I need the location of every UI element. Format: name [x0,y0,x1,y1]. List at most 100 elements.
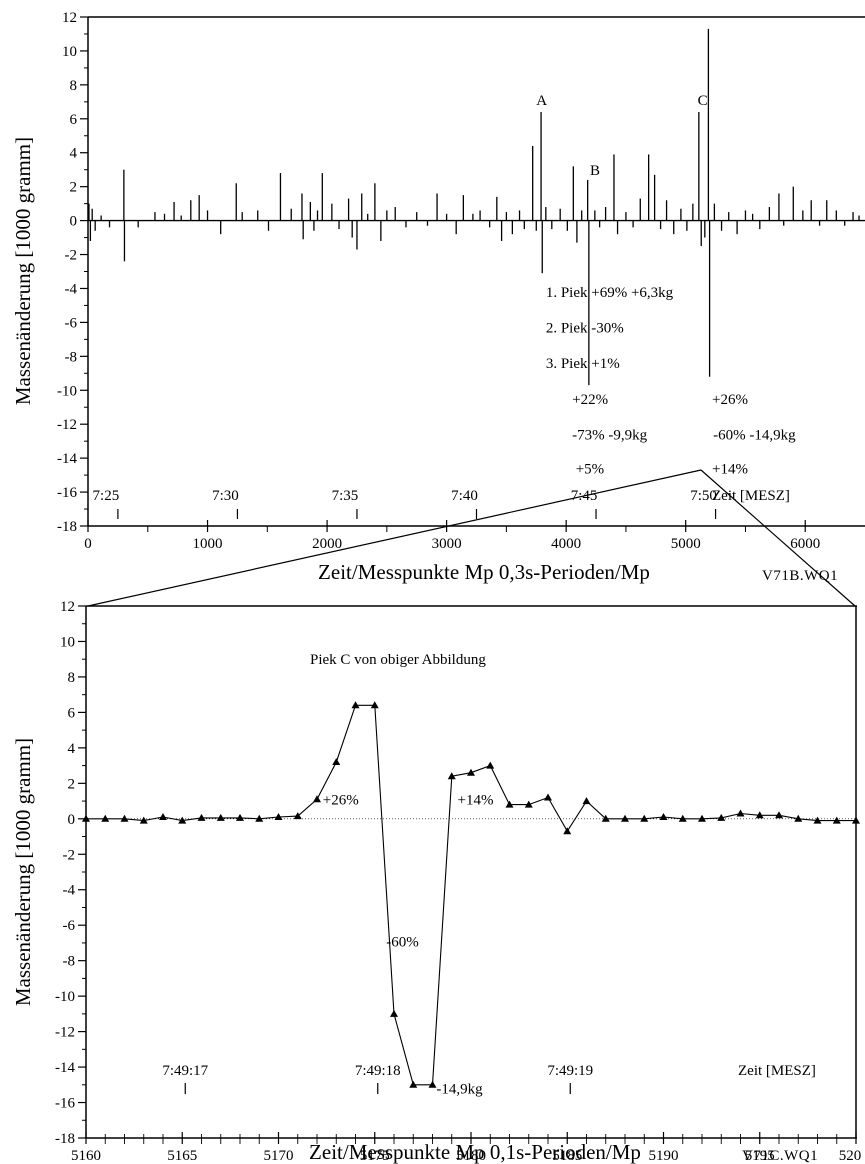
bottom-data-point [794,814,803,822]
top-annotation: 1. Piek +69% +6,3kg [546,285,674,301]
top-annotation: 2. Piek -30% [546,321,624,337]
bottom-series-line [86,704,856,1086]
bottom-x-tick-label: 5170 [264,1148,294,1164]
top-y-tick-label: -16 [57,485,77,501]
zoom-line-left [87,469,702,607]
top-annotation: A [536,93,547,109]
bottom-data-point [544,793,552,801]
top-y-tick-label: -12 [57,417,77,433]
top-y-axis-label: Massenänderung [1000 gramm] [11,137,35,405]
bottom-data-point [216,813,225,821]
bottom-data-point [197,813,206,821]
bottom-y-tick-label: 4 [68,741,76,757]
top-annotation: -73% -9,9kg [572,427,647,443]
bottom-data-point [101,814,110,822]
bottom-data-point [313,795,321,803]
bottom-y-tick-label: -4 [63,883,76,899]
bottom-time-label: 7:49:17 [162,1063,208,1079]
bottom-y-tick-label: -18 [55,1131,75,1147]
bottom-data-point [755,811,764,819]
top-x-tick-label: 2000 [312,536,342,552]
top-y-tick-label: -8 [65,349,78,365]
top-x-tick-label: 4000 [551,536,581,552]
bottom-data-point [698,814,706,822]
bottom-y-tick-label: 6 [68,705,76,721]
top-chart: 12 10 8 6 4 2 0 -2 -4 -6 -8 -10 -12 -14 -16 -18 0 1000 20… [11,10,865,584]
bottom-y-tick-label: 12 [60,599,75,615]
top-x-tick-label: 1000 [193,536,223,552]
top-y-tick-label: -6 [65,315,78,331]
bottom-annotation: +26% [323,793,359,809]
top-y-tick-label: -18 [57,519,77,535]
bottom-data-point [621,814,629,822]
bottom-data-point [255,814,264,822]
bottom-y-tick-label: -16 [55,1096,75,1112]
bottom-y-tick-label: 8 [68,670,76,686]
bottom-data-point [274,813,283,821]
bottom-y-tick-label: 2 [68,776,76,792]
bottom-time-label: 7:49:18 [355,1063,401,1079]
bottom-x-tick-label: 520 [839,1148,862,1164]
top-y-tick-label: 8 [70,78,78,94]
bottom-time-labels: 7:49:17 7:49:18 7:49:19 [162,1063,593,1094]
top-y-tick-label: -4 [65,281,78,297]
top-y-tick-label: 0 [70,214,78,230]
bottom-data-point [601,814,610,822]
bottom-data-point [390,1009,398,1017]
bottom-data-point [236,813,244,821]
top-x-tick-label: 3000 [432,536,462,552]
bottom-data-point [678,814,687,822]
bottom-data-point [178,816,187,824]
bottom-data-point [524,800,533,808]
bottom-data-point [582,797,591,805]
top-annotation: C [698,93,708,109]
bottom-data-point [775,811,783,819]
top-x-ticks: 0 1000 2000 3000 4000 5000 6000 [84,520,820,552]
top-x-tick-label: 0 [84,536,92,552]
zoom-line-right [700,469,856,607]
top-y-tick-label: 12 [62,10,77,26]
bottom-data-point [428,1080,437,1088]
top-x-axis-label: Zeit/Messpunkte Mp 0,3s-Perioden/Mp [318,560,650,584]
top-file-label: V71B.WQ1 [762,568,838,584]
top-y-ticks: 12 10 8 6 4 2 0 -2 -4 -6 -8 -10 -12 -14 -16 -18 [57,10,88,535]
top-y-tick-label: -14 [57,451,77,467]
bottom-data-point [717,813,726,821]
bottom-data-point [736,809,745,817]
top-time-label: 7:25 [93,488,120,504]
bottom-y-tick-label: 10 [60,634,75,650]
bottom-y-tick-label: -14 [55,1060,75,1076]
bottom-data-point [139,816,148,824]
bottom-data-point [159,813,167,821]
bottom-data-point [120,814,129,822]
top-annotation: B [590,163,600,179]
bottom-data-point [409,1080,418,1088]
bottom-annotation: -14,9kg [436,1082,483,1098]
top-y-tick-label: 4 [70,146,78,162]
bottom-y-tick-label: -2 [63,847,76,863]
bottom-annotation: +14% [458,793,494,809]
bottom-y-tick-label: -8 [63,954,76,970]
top-annotation: -60% -14,9kg [713,427,796,443]
bottom-data-point [659,813,668,821]
top-y-tick-label: 10 [62,44,77,60]
top-time-label: 7:30 [212,488,239,504]
top-spikes [88,28,865,386]
bottom-y-tick-label: -6 [63,918,76,934]
bottom-time-label: 7:49:19 [547,1063,593,1079]
bottom-series [82,701,860,1088]
bottom-data-point [640,814,649,822]
top-time-label: 7:35 [332,488,359,504]
top-annotations: A B C 1. Piek +69% +6,3kg 2. Piek -30% 3. Pie… [536,93,796,477]
bottom-x-tick-label: 5190 [649,1148,679,1164]
top-time-label: 7:50 [690,488,717,504]
bottom-data-point [505,800,514,808]
bottom-data-point [447,772,456,780]
top-annotation: 3. Piek +1% [546,356,620,372]
bottom-y-ticks: 12 10 8 6 4 2 0 -2 -4 -6 -8 -10 -12 -14 -16 -18 [55,599,86,1147]
bottom-annotations: +26% +14% -60% -14,9kg [323,793,494,1098]
bottom-time-axis-label: Zeit [MESZ] [738,1063,816,1079]
bottom-data-point [486,761,495,769]
